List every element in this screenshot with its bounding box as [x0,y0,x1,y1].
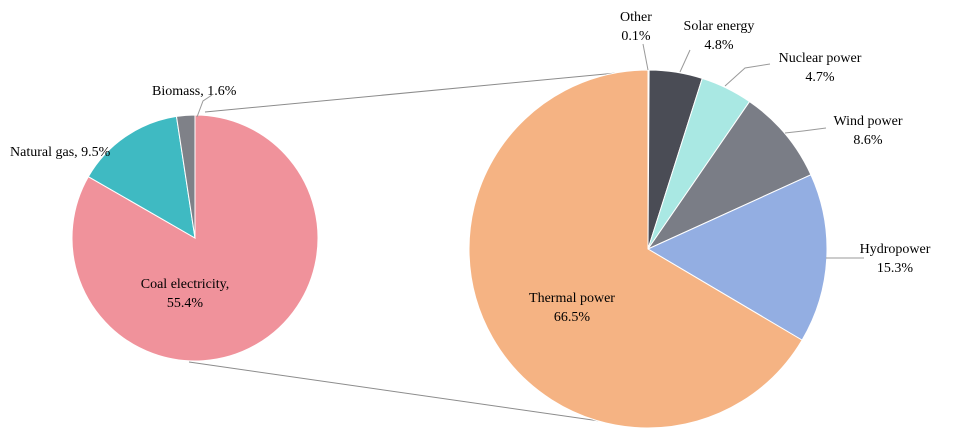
pie-slice-natural-gas [87,115,196,239]
leader-wind-power [784,127,827,134]
slice-labels: Coal electricity, 55.4% Natural gas, 9.5% B… [10,10,931,325]
label-other: Other 0.1% [620,10,652,44]
connector-line-top [204,69,649,113]
label-thermal-power: Thermal power 66.5% [529,291,615,325]
connector-lines [188,69,649,429]
pie-slice-biomass [175,114,196,239]
pie-slice-hydropower [646,174,828,341]
left-pie [71,114,319,362]
label-nuclear-power: Nuclear power 4.7% [779,51,862,85]
label-natural-gas: Natural gas, 9.5% [10,145,111,160]
pie-slice-thermal-power [468,69,803,429]
leader-nuclear-power [724,63,771,87]
leader-biomass [196,94,213,118]
label-solar-energy: Solar energy 4.8% [684,19,755,53]
right-pie [468,69,828,429]
connector-line-bottom [188,361,649,429]
label-wind-power: Wind power 8.6% [833,114,902,148]
label-coal-electricity: Coal electricity, 55.4% [141,277,230,311]
label-hydropower: Hydropower 15.3% [860,242,931,276]
label-biomass: Biomass, 1.6% [152,84,237,99]
leader-other [642,43,649,71]
pie-slice-wind-power [646,100,812,251]
leader-solar-energy [679,49,691,73]
